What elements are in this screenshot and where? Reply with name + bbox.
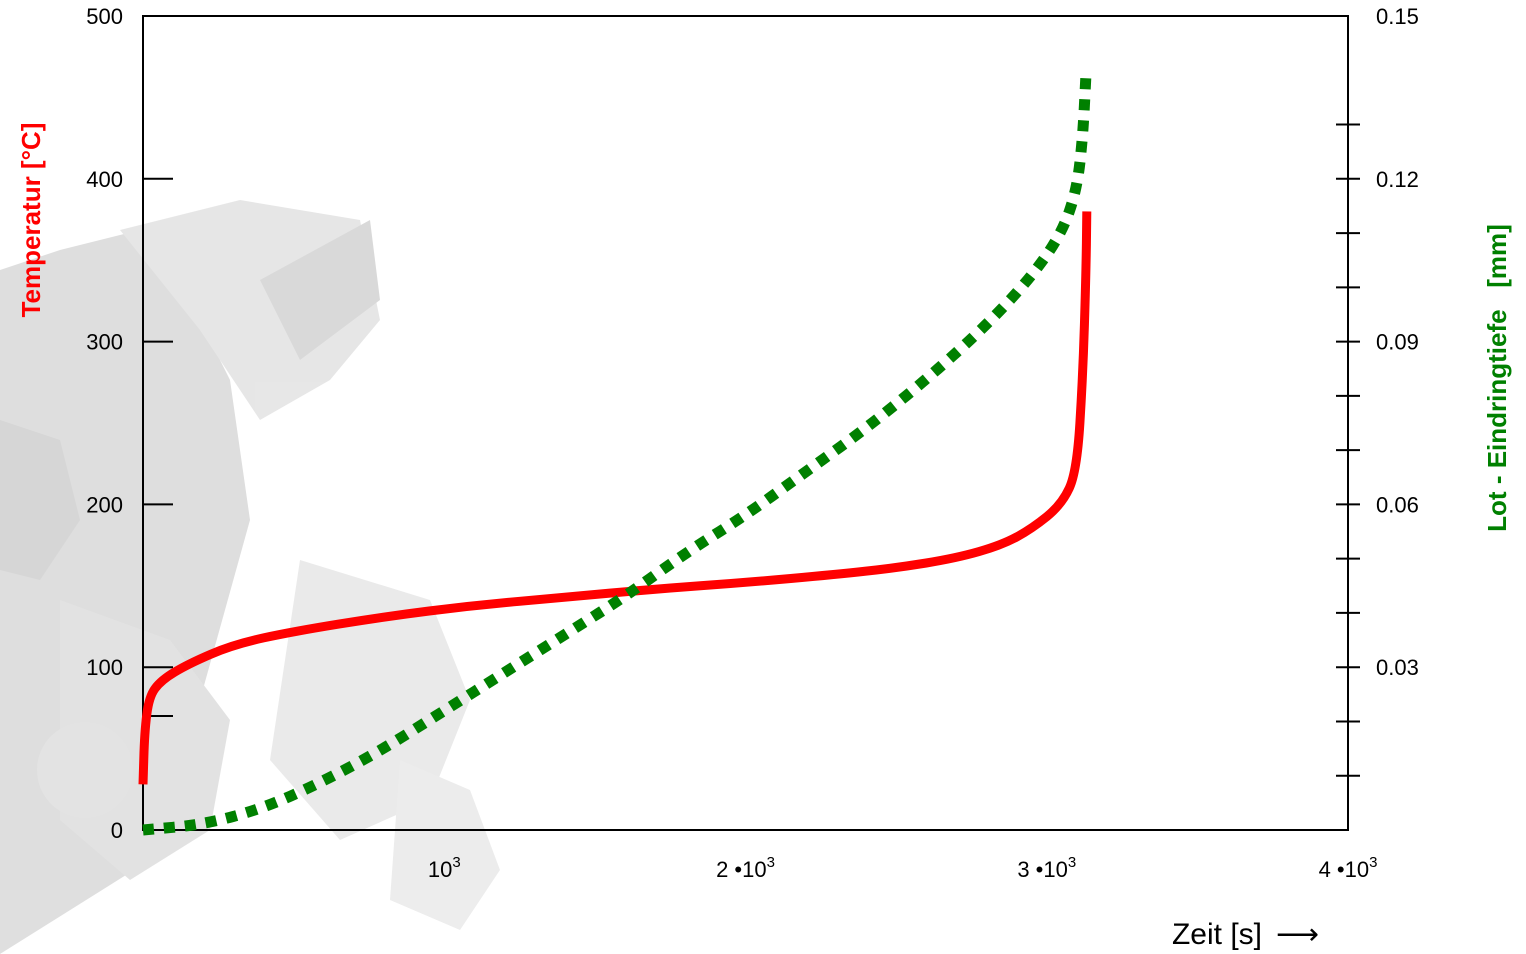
plot-area	[142, 15, 1349, 831]
left-axis-ticks: 0 100 200 300 400 500	[86, 4, 173, 843]
x-tick-label: 3 •103	[1017, 854, 1076, 882]
y-right-tick-label: 0.06	[1376, 492, 1419, 517]
series-layer	[138, 75, 1092, 836]
x-axis-label: Zeit [s]	[1172, 918, 1262, 951]
y-right-tick-label: 0.12	[1376, 167, 1419, 192]
y-left-tick-label: 0	[111, 818, 123, 843]
x-tick-label: 4 •103	[1319, 854, 1378, 882]
x-axis-ticks: 103 2 •103 3 •103 4 •103	[428, 854, 1378, 882]
x-axis-arrow-icon: ⟶	[1276, 918, 1319, 951]
y-left-tick-label: 200	[86, 492, 123, 517]
y-left-tick-label: 500	[86, 4, 123, 29]
temperature-series-line	[138, 211, 1092, 785]
x-tick-label: 2 •103	[716, 854, 775, 882]
penetration-depth-series-line	[142, 75, 1092, 836]
y-axis-left-label: Temperatur [°C]	[16, 123, 46, 318]
y-right-tick-label: 0.03	[1376, 655, 1419, 680]
x-tick-label: 103	[428, 854, 461, 882]
y-axis-right-label: Lot - Eindringtiefe [mm]	[1482, 224, 1512, 532]
y-left-tick-label: 400	[86, 167, 123, 192]
y-left-tick-label: 300	[86, 330, 123, 355]
y-left-tick-label: 100	[86, 655, 123, 680]
y-right-tick-label: 0.15	[1376, 4, 1419, 29]
y-right-tick-label: 0.09	[1376, 330, 1419, 355]
right-axis-ticks: 0.03 0.06 0.09 0.12 0.15	[1336, 4, 1419, 777]
